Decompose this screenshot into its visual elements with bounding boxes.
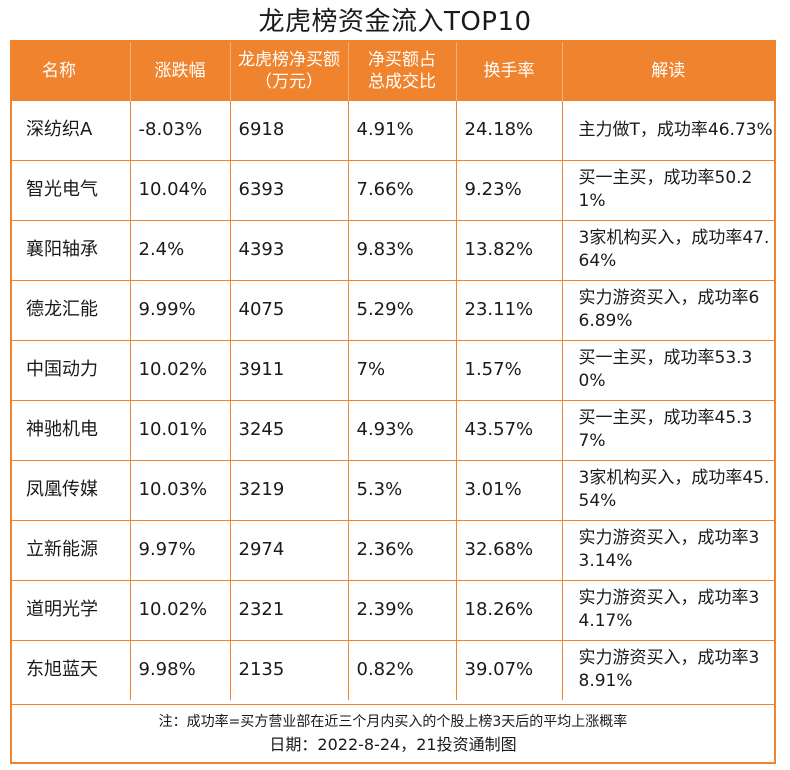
data-table: 名称 涨跌幅 龙虎榜净买额（万元） 净买额占总成交比 换手率 解读 深纺织A -8… bbox=[12, 42, 774, 700]
cell-change: 10.04% bbox=[129, 159, 230, 220]
cell-turnover: 39.07% bbox=[455, 639, 562, 700]
table-row: 智光电气 10.04% 6393 7.66% 9.23% 买一主买，成功率50.21% bbox=[12, 159, 774, 220]
cell-net-buy: 4075 bbox=[229, 279, 348, 340]
cell-name: 道明光学 bbox=[12, 579, 130, 640]
table-row: 中国动力 10.02% 3911 7% 1.57% 买一主买，成功率53.30% bbox=[12, 339, 774, 400]
cell-note: 3家机构买入，成功率47.64% bbox=[561, 219, 774, 280]
cell-ratio: 0.82% bbox=[347, 639, 456, 700]
table-row: 东旭蓝天 9.98% 2135 0.82% 39.07% 实力游资买入，成功率38.91% bbox=[12, 639, 774, 700]
cell-turnover: 24.18% bbox=[455, 99, 562, 160]
cell-net-buy: 3245 bbox=[229, 399, 348, 460]
header-change: 涨跌幅 bbox=[129, 42, 230, 100]
cell-turnover: 13.82% bbox=[455, 219, 562, 280]
cell-name: 神驰机电 bbox=[12, 399, 130, 460]
cell-note: 实力游资买入，成功率66.89% bbox=[561, 279, 774, 340]
cell-ratio: 4.91% bbox=[347, 99, 456, 160]
cell-name: 中国动力 bbox=[12, 339, 130, 400]
table-row: 神驰机电 10.01% 3245 4.93% 43.57% 买一主买，成功率45.37% bbox=[12, 399, 774, 460]
cell-change: 10.01% bbox=[129, 399, 230, 460]
cell-change: 9.97% bbox=[129, 519, 230, 580]
cell-ratio: 5.29% bbox=[347, 279, 456, 340]
cell-note: 实力游资买入，成功率33.14% bbox=[561, 519, 774, 580]
cell-ratio: 2.36% bbox=[347, 519, 456, 580]
cell-net-buy: 2974 bbox=[229, 519, 348, 580]
footnote: 注：成功率=买方营业部在近三个月内买入的个股上榜3天后的平均上涨概率 bbox=[158, 714, 628, 730]
cell-turnover: 32.68% bbox=[455, 519, 562, 580]
table-row: 立新能源 9.97% 2974 2.36% 32.68% 实力游资买入，成功率33.14% bbox=[12, 519, 774, 580]
cell-change: 9.98% bbox=[129, 639, 230, 700]
table-row: 襄阳轴承 2.4% 4393 9.83% 13.82% 3家机构买入，成功率47.64% bbox=[12, 219, 774, 280]
cell-turnover: 3.01% bbox=[455, 459, 562, 520]
cell-note: 主力做T，成功率46.73% bbox=[561, 99, 774, 160]
cell-note: 实力游资买入，成功率38.91% bbox=[561, 639, 774, 700]
table-row: 深纺织A -8.03% 6918 4.91% 24.18% 主力做T，成功率46.73% bbox=[12, 99, 774, 160]
cell-turnover: 1.57% bbox=[455, 339, 562, 400]
cell-turnover: 43.57% bbox=[455, 399, 562, 460]
cell-ratio: 7.66% bbox=[347, 159, 456, 220]
footer: 注：成功率=买方营业部在近三个月内买入的个股上榜3天后的平均上涨概率 日期：20… bbox=[12, 704, 774, 756]
cell-change: 2.4% bbox=[129, 219, 230, 280]
cell-net-buy: 3911 bbox=[229, 339, 348, 400]
cell-net-buy: 4393 bbox=[229, 219, 348, 280]
cell-note: 3家机构买入，成功率45.54% bbox=[561, 459, 774, 520]
cell-name: 深纺织A bbox=[12, 99, 130, 160]
cell-name: 立新能源 bbox=[12, 519, 130, 580]
cell-ratio: 5.3% bbox=[347, 459, 456, 520]
cell-turnover: 9.23% bbox=[455, 159, 562, 220]
cell-change: -8.03% bbox=[129, 99, 230, 160]
table-row: 凤凰传媒 10.03% 3219 5.3% 3.01% 3家机构买入，成功率45.54% bbox=[12, 459, 774, 520]
header-name: 名称 bbox=[12, 42, 130, 100]
cell-change: 10.02% bbox=[129, 579, 230, 640]
table-body: 深纺织A -8.03% 6918 4.91% 24.18% 主力做T，成功率46.73% 智… bbox=[12, 99, 774, 700]
table-row: 德龙汇能 9.99% 4075 5.29% 23.11% 实力游资买入，成功率66.89% bbox=[12, 279, 774, 340]
cell-name: 襄阳轴承 bbox=[12, 219, 130, 280]
cell-net-buy: 3219 bbox=[229, 459, 348, 520]
header-turnover: 换手率 bbox=[455, 42, 562, 100]
cell-change: 10.03% bbox=[129, 459, 230, 520]
cell-name: 智光电气 bbox=[12, 159, 130, 220]
cell-turnover: 18.26% bbox=[455, 579, 562, 640]
cell-name: 德龙汇能 bbox=[12, 279, 130, 340]
cell-ratio: 2.39% bbox=[347, 579, 456, 640]
cell-change: 10.02% bbox=[129, 339, 230, 400]
table-row: 道明光学 10.02% 2321 2.39% 18.26% 实力游资买入，成功率34.17… bbox=[12, 579, 774, 640]
cell-ratio: 9.83% bbox=[347, 219, 456, 280]
header-net-buy: 龙虎榜净买额（万元） bbox=[229, 42, 348, 100]
dateline: 日期：2022-8-24，21投资通制图 bbox=[269, 735, 517, 754]
cell-turnover: 23.11% bbox=[455, 279, 562, 340]
cell-note: 实力游资买入，成功率34.17% bbox=[561, 579, 774, 640]
cell-note: 买一主买，成功率50.21% bbox=[561, 159, 774, 220]
cell-name: 东旭蓝天 bbox=[12, 639, 130, 700]
cell-net-buy: 6918 bbox=[229, 99, 348, 160]
cell-note: 买一主买，成功率45.37% bbox=[561, 399, 774, 460]
cell-change: 9.99% bbox=[129, 279, 230, 340]
table-header-row: 名称 涨跌幅 龙虎榜净买额（万元） 净买额占总成交比 换手率 解读 bbox=[12, 42, 774, 100]
cell-note: 买一主买，成功率53.30% bbox=[561, 339, 774, 400]
cell-net-buy: 2135 bbox=[229, 639, 348, 700]
table-frame bbox=[10, 40, 776, 764]
cell-net-buy: 6393 bbox=[229, 159, 348, 220]
page-title: 龙虎榜资金流入TOP10 bbox=[258, 7, 532, 37]
header-ratio: 净买额占总成交比 bbox=[347, 42, 456, 100]
cell-ratio: 4.93% bbox=[347, 399, 456, 460]
cell-name: 凤凰传媒 bbox=[12, 459, 130, 520]
cell-ratio: 7% bbox=[347, 339, 456, 400]
cell-net-buy: 2321 bbox=[229, 579, 348, 640]
header-note: 解读 bbox=[561, 42, 774, 100]
